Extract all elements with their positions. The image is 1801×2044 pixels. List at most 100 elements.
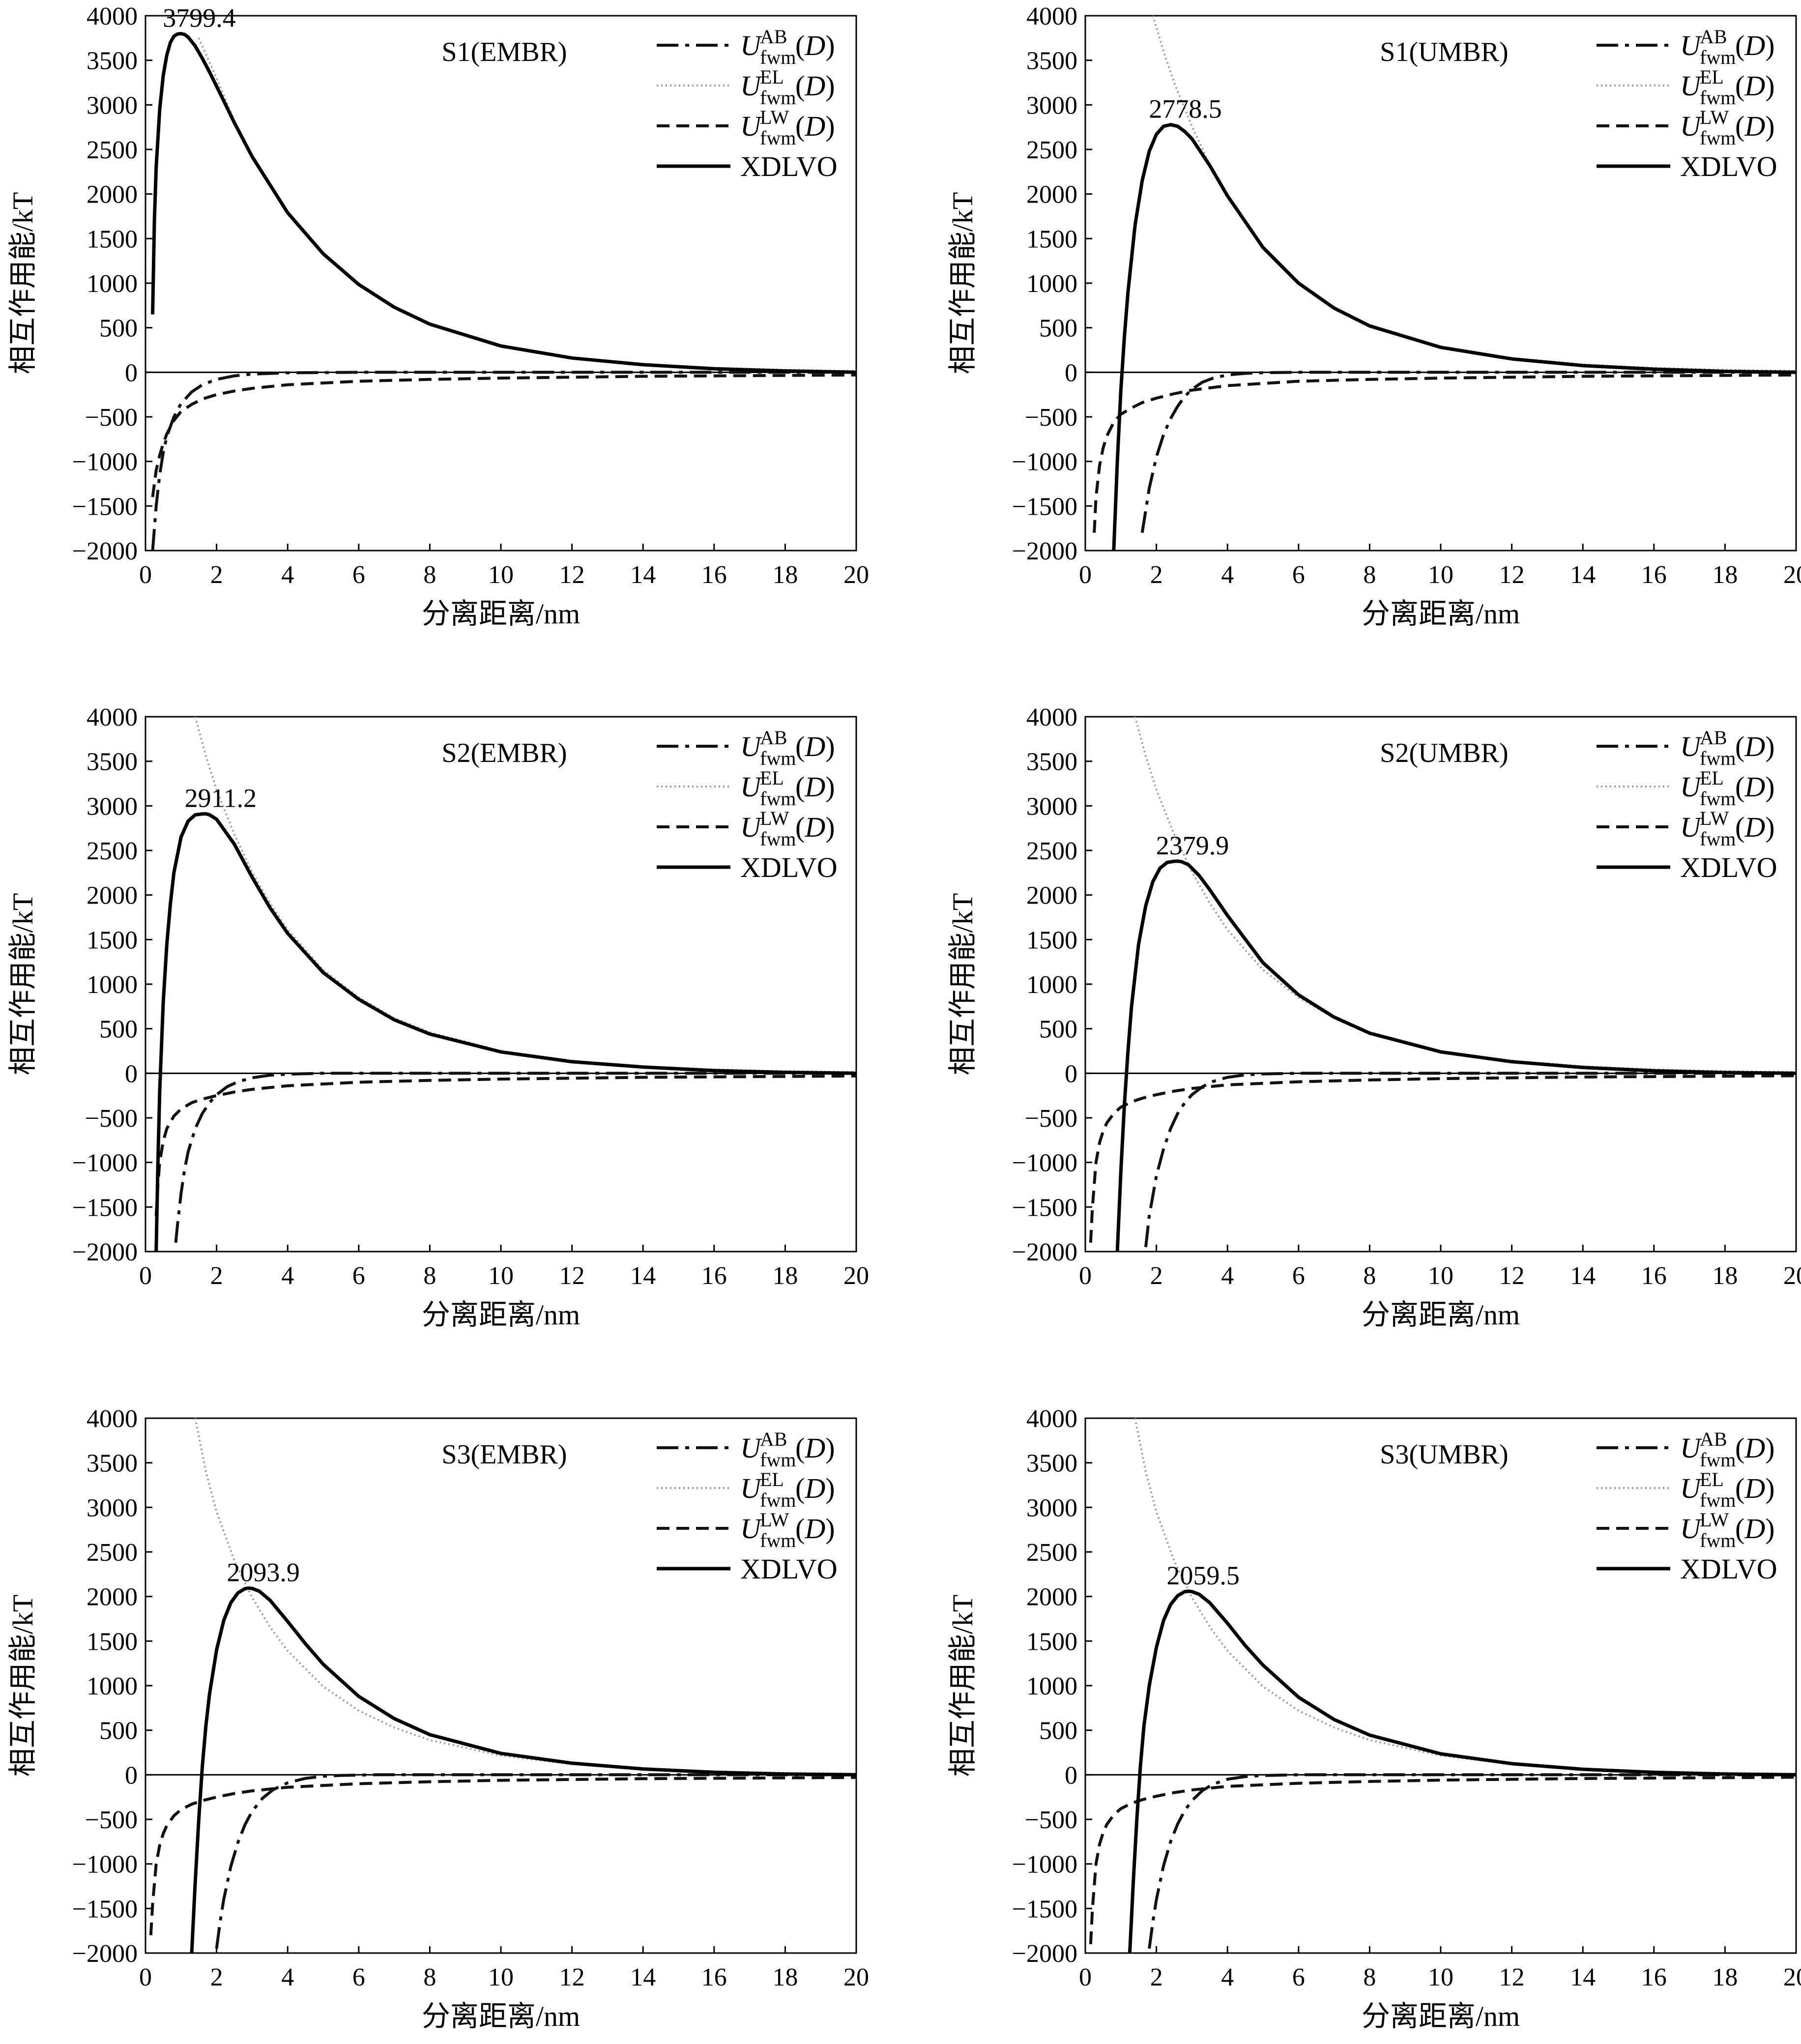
legend-sup-lw: LW xyxy=(760,106,789,128)
y-tick-label: 2000 xyxy=(87,882,138,910)
y-tick-label: −500 xyxy=(1025,1105,1077,1133)
x-tick-label: 4 xyxy=(1221,1262,1234,1290)
legend-sub-ab: fwm xyxy=(760,46,796,68)
legend-sup-ab: AB xyxy=(1700,727,1727,749)
y-tick-label: −1000 xyxy=(1012,1149,1077,1177)
series-line-xdlvo xyxy=(190,1586,856,1953)
x-tick-label: 12 xyxy=(559,1262,585,1290)
y-tick-label: 4000 xyxy=(87,2,138,30)
y-tick-label: 0 xyxy=(125,359,138,387)
x-tick-label: 8 xyxy=(423,561,436,589)
y-tick-label: −2000 xyxy=(1012,1940,1077,1968)
x-tick-label: 12 xyxy=(1499,1262,1525,1290)
legend-arg-ab: (D) xyxy=(795,730,835,762)
legend-label-xdlvo: XDLVO xyxy=(1680,150,1777,182)
legend-sub-ab: fwm xyxy=(1700,747,1736,769)
y-tick-label: 1000 xyxy=(87,971,138,999)
legend-sub-el: fwm xyxy=(1700,1489,1736,1511)
y-tick-label: 1000 xyxy=(1026,270,1077,298)
legend-arg-el: (D) xyxy=(1735,1472,1775,1504)
y-axis-label: 相互作用能/kT xyxy=(947,1595,979,1777)
y-tick-label: 0 xyxy=(1065,359,1077,387)
y-axis-label: 相互作用能/kT xyxy=(7,1595,39,1777)
panel-title: S2(EMBR) xyxy=(441,738,567,768)
legend-symbol-ab: U xyxy=(1680,29,1703,61)
legend-sup-ab: AB xyxy=(1700,26,1727,48)
x-tick-label: 2 xyxy=(1150,1262,1163,1290)
legend-arg-lw: (D) xyxy=(795,1513,835,1545)
panel-title: S1(EMBR) xyxy=(441,37,567,67)
x-tick-label: 12 xyxy=(559,1963,585,1991)
series-line-el xyxy=(1134,717,1796,1073)
x-tick-label: 20 xyxy=(843,1963,869,1991)
y-tick-label: 3500 xyxy=(1026,47,1077,75)
x-tick-label: 8 xyxy=(423,1262,436,1290)
legend-symbol-ab: U xyxy=(740,730,763,762)
legend-sub-ab: fwm xyxy=(1700,1449,1736,1471)
x-tick-label: 12 xyxy=(1499,561,1525,589)
legend-sub-lw: fwm xyxy=(760,127,796,149)
legend-arg-ab: (D) xyxy=(1735,1432,1775,1464)
legend-sub-lw: fwm xyxy=(1700,127,1736,149)
series-group xyxy=(149,1418,856,1953)
x-tick-label: 10 xyxy=(488,1963,514,1991)
y-tick-label: 500 xyxy=(1039,1016,1077,1044)
panel-title: S2(UMBR) xyxy=(1380,738,1508,768)
y-tick-label: 3500 xyxy=(87,748,138,776)
x-tick-label: 20 xyxy=(843,1262,869,1290)
x-tick-label: 6 xyxy=(352,1963,365,1991)
x-tick-label: 10 xyxy=(488,561,514,589)
legend-symbol-el: U xyxy=(740,1472,763,1504)
legend-symbol-lw: U xyxy=(1680,110,1703,142)
series-line-el xyxy=(194,717,856,1073)
legend-sup-ab: AB xyxy=(760,1428,787,1450)
legend-symbol-ab: U xyxy=(740,29,763,61)
x-tick-label: 0 xyxy=(139,1262,152,1290)
x-axis-label: 分离距离/nm xyxy=(1362,1299,1520,1331)
y-tick-label: −500 xyxy=(85,404,138,432)
legend-sup-ab: AB xyxy=(760,727,787,749)
legend-label-xdlvo: XDLVO xyxy=(1680,1553,1777,1585)
legend-symbol-el: U xyxy=(1680,771,1703,803)
series-line-ab xyxy=(174,1072,856,1243)
x-tick-label: 18 xyxy=(772,561,798,589)
x-tick-label: 14 xyxy=(1570,561,1596,589)
x-axis-label: 分离距离/nm xyxy=(422,1299,580,1331)
x-tick-label: 2 xyxy=(210,1262,223,1290)
y-tick-label: −2000 xyxy=(72,537,138,565)
y-tick-label: −1500 xyxy=(1012,1194,1077,1222)
legend-label-xdlvo: XDLVO xyxy=(740,1553,838,1585)
y-tick-label: 3500 xyxy=(87,1450,138,1478)
x-tick-label: 10 xyxy=(488,1262,514,1290)
legend-sub-el: fwm xyxy=(1700,788,1736,810)
legend-sub-lw: fwm xyxy=(760,1529,796,1551)
x-tick-label: 20 xyxy=(1783,1963,1801,1991)
y-tick-label: −1500 xyxy=(72,1194,138,1222)
x-tick-label: 0 xyxy=(139,561,152,589)
series-line-ab xyxy=(215,1773,856,1949)
x-tick-label: 14 xyxy=(630,1963,656,1991)
x-tick-label: 18 xyxy=(772,1963,798,1991)
x-tick-label: 4 xyxy=(1221,561,1234,589)
y-tick-label: 2500 xyxy=(1026,837,1077,865)
y-tick-label: 4000 xyxy=(87,703,138,731)
x-tick-label: 10 xyxy=(1428,561,1453,589)
legend-symbol-lw: U xyxy=(1680,1513,1703,1545)
y-tick-label: 1000 xyxy=(1026,1672,1077,1700)
x-tick-label: 10 xyxy=(1428,1963,1453,1991)
x-axis-label: 分离距离/nm xyxy=(1362,2000,1520,2032)
legend-sup-el: EL xyxy=(1700,1468,1724,1490)
legend-arg-ab: (D) xyxy=(1735,29,1775,61)
legend-sup-el: EL xyxy=(760,1468,784,1490)
chart-panel-3: 0 2 4 6 8 10 12 14 16 18 20 −2000 −1500 −1000 −500 0 500… xyxy=(947,703,1801,1331)
y-tick-label: 1500 xyxy=(1026,225,1077,253)
y-tick-label: 3000 xyxy=(87,792,138,820)
x-tick-label: 0 xyxy=(1079,1963,1092,1991)
series-line-lw xyxy=(154,1074,856,1216)
y-tick-label: −500 xyxy=(85,1806,138,1834)
legend-symbol-el: U xyxy=(740,771,763,803)
legend-sub-el: fwm xyxy=(1700,87,1736,109)
series-group xyxy=(1089,1418,1796,1953)
